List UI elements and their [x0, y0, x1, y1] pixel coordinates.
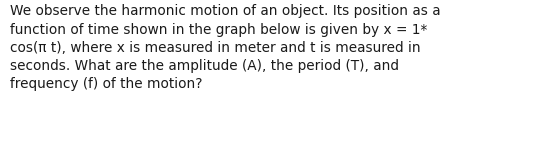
Text: We observe the harmonic motion of an object. Its position as a
function of time : We observe the harmonic motion of an obj…	[10, 4, 441, 91]
